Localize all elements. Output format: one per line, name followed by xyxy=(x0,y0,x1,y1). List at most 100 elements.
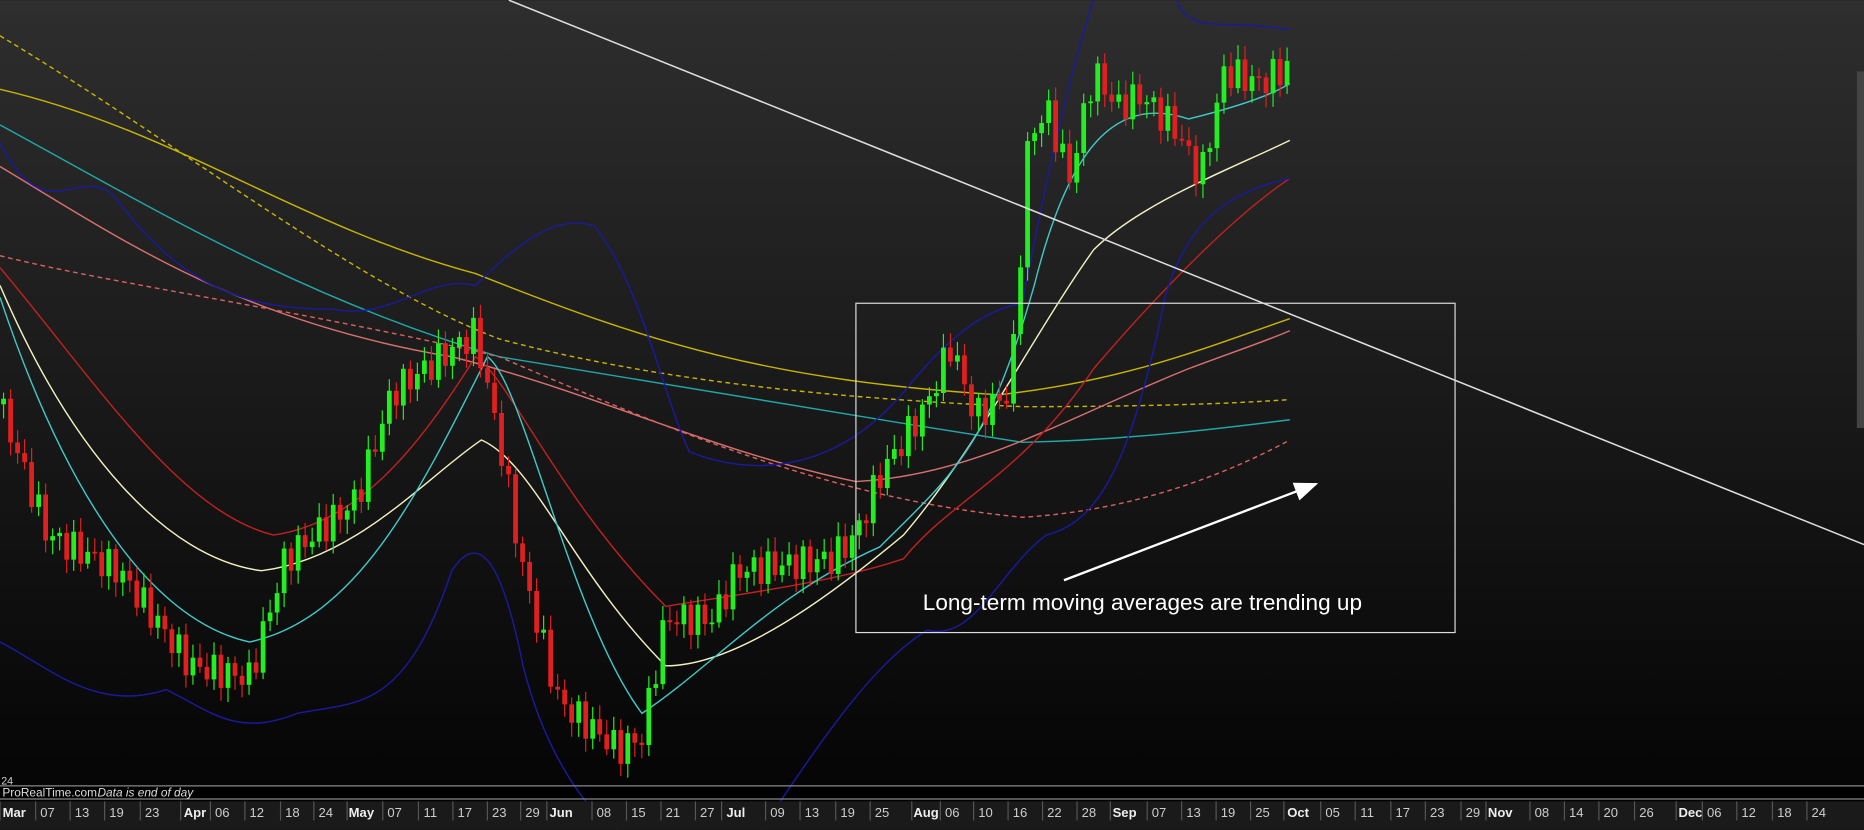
x-tick-label: 10 xyxy=(978,805,993,820)
candle-body xyxy=(492,382,497,413)
candle-body xyxy=(232,663,238,676)
scrollbar xyxy=(1856,71,1864,429)
candle-body xyxy=(1004,400,1009,404)
x-tick-label: 06 xyxy=(215,805,230,820)
candle-body xyxy=(625,733,631,764)
candle-body xyxy=(1207,148,1213,152)
candle-body xyxy=(183,634,189,676)
x-tick-label: 13 xyxy=(75,805,90,820)
annotation-box xyxy=(855,302,1456,634)
bollinger-upper xyxy=(0,0,1290,467)
candle-body xyxy=(365,449,371,502)
x-tick-label: 12 xyxy=(250,805,265,820)
candle-body xyxy=(716,594,722,623)
candle-body xyxy=(120,570,126,583)
x-tick-label: 07 xyxy=(387,805,402,820)
candle-body xyxy=(1025,140,1030,268)
x-tick-label: 16 xyxy=(1013,805,1028,820)
x-tick-label: 26 xyxy=(1639,805,1654,820)
candle-body xyxy=(569,704,575,723)
x-tick-label: 29 xyxy=(1466,805,1481,820)
candle-body xyxy=(316,517,322,542)
x-tick-label: 07 xyxy=(40,805,55,820)
candle-body xyxy=(344,510,350,520)
x-tick-label: Mar xyxy=(3,805,26,820)
candle-body xyxy=(983,397,988,425)
candle-body xyxy=(1102,63,1108,95)
ma-salmon-dashed xyxy=(0,255,1291,518)
candle-body xyxy=(281,548,287,594)
candle-body xyxy=(912,416,918,437)
x-tick-label: 06 xyxy=(945,805,960,820)
candle-body xyxy=(204,666,210,680)
candle-body xyxy=(1123,94,1129,120)
candle-body xyxy=(1242,59,1248,92)
candle-body xyxy=(800,546,806,580)
candle-body xyxy=(884,458,890,489)
candle-body xyxy=(618,729,624,764)
candle-body xyxy=(464,337,469,354)
candle-body xyxy=(50,536,56,541)
x-tick-label: 09 xyxy=(770,805,785,820)
candle-body xyxy=(407,368,413,390)
candle-body xyxy=(443,343,448,366)
candle-body xyxy=(1,398,6,405)
x-tick-label: Dec xyxy=(1678,805,1702,820)
candle-body xyxy=(1165,106,1171,131)
x-tick-label: 15 xyxy=(631,805,646,820)
candle-body xyxy=(127,570,133,581)
candle-body xyxy=(99,552,105,577)
candle-body xyxy=(730,564,736,610)
candle-body xyxy=(1011,333,1016,404)
candle-body xyxy=(870,475,876,524)
candle-body xyxy=(1018,267,1023,334)
x-tick-label: 23 xyxy=(1430,805,1445,820)
candle-body xyxy=(919,404,925,437)
candle-body xyxy=(1088,101,1094,104)
candle-body xyxy=(863,520,869,524)
candle-body xyxy=(267,612,273,622)
x-tick-label: 20 xyxy=(1604,805,1619,820)
ma-red xyxy=(0,177,1291,608)
x-tick-label: 18 xyxy=(1777,805,1792,820)
x-axis: Mar 07 13 19 23 Apr 06 12 18 24 May 07 11 17 23 29 Jun 08… xyxy=(0,801,1827,821)
x-tick-label: 24 xyxy=(1812,805,1827,820)
candle-body xyxy=(1109,94,1115,102)
candle-body xyxy=(1193,145,1199,185)
x-tick-label: 08 xyxy=(597,805,612,820)
x-tick-label: May xyxy=(349,805,375,820)
trend-line xyxy=(508,0,1864,546)
candle-body xyxy=(386,390,392,424)
candle-body xyxy=(1228,66,1234,89)
candle-body xyxy=(744,571,750,578)
x-tick-label: 08 xyxy=(1535,805,1550,820)
candle-body xyxy=(955,355,960,362)
candle-body xyxy=(793,554,799,580)
x-tick-label: 19 xyxy=(840,805,855,820)
candle-body xyxy=(604,734,610,750)
candle-body xyxy=(1249,76,1255,92)
candle-body xyxy=(246,662,252,685)
candle-body xyxy=(197,657,203,667)
x-tick-label: 21 xyxy=(666,805,681,820)
candle-body xyxy=(8,398,13,443)
candle-body xyxy=(576,701,582,723)
candle-body xyxy=(92,551,98,554)
candle-body xyxy=(821,551,827,560)
candle-body xyxy=(22,453,27,463)
candle-body xyxy=(597,719,603,735)
x-tick-label: 28 xyxy=(1082,805,1097,820)
candle-body xyxy=(379,423,385,452)
candle-body xyxy=(1074,153,1080,183)
candle-body xyxy=(15,442,20,454)
x-tick-label: 23 xyxy=(145,805,160,820)
x-tick-label: 19 xyxy=(1221,805,1236,820)
candle-body xyxy=(562,689,568,705)
candle-body xyxy=(260,621,266,673)
candle-body xyxy=(239,675,245,685)
candle-body xyxy=(1158,97,1164,131)
candle-body xyxy=(962,355,967,385)
candle-body xyxy=(653,684,659,688)
x-tick-label: 22 xyxy=(1047,805,1062,820)
